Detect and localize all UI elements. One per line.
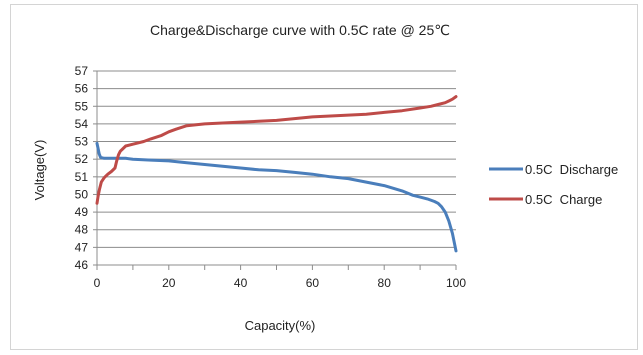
y-axis-label: Voltage(V): [32, 140, 47, 201]
gridlines: [97, 70, 456, 266]
axes: 46 47 48 49 50 51 52 53 54 55 56 57 0 20 40 60 80 100: [75, 64, 467, 290]
series-line-charge: [95, 95, 458, 205]
x-tick-label: 40: [234, 276, 248, 290]
y-tick-label: 49: [75, 205, 89, 219]
x-tick-label: 60: [306, 276, 320, 290]
y-tick-label: 46: [75, 258, 89, 272]
x-tick-label: 20: [162, 276, 176, 290]
legend-label-discharge: 0.5C Discharge: [525, 162, 618, 177]
chart: Charge&Discharge curve with 0.5C rate @ …: [32, 22, 618, 333]
legend: 0.5C Discharge 0.5C Charge: [489, 162, 618, 207]
chart-frame: Charge&Discharge curve with 0.5C rate @ …: [10, 4, 638, 350]
x-tick-label: 80: [378, 276, 392, 290]
x-tick-label: 100: [446, 276, 466, 290]
y-tick-label: 54: [75, 117, 89, 131]
y-tick-label: 55: [75, 99, 89, 113]
y-tick-label: 52: [75, 152, 89, 166]
y-tick-label: 53: [75, 135, 89, 149]
y-tick-label: 47: [75, 240, 89, 254]
y-tick-label: 50: [75, 187, 89, 201]
y-tick-label: 51: [75, 170, 89, 184]
chart-title: Charge&Discharge curve with 0.5C rate @ …: [150, 22, 450, 38]
y-tick-label: 56: [75, 82, 89, 96]
series-line-discharge: [95, 141, 458, 253]
y-tick-label: 57: [75, 64, 89, 78]
plot-area: [95, 95, 458, 253]
y-tick-label: 48: [75, 223, 89, 237]
legend-label-charge: 0.5C Charge: [525, 192, 602, 207]
x-tick-label: 0: [94, 276, 101, 290]
x-axis-label: Capacity(%): [245, 318, 316, 333]
